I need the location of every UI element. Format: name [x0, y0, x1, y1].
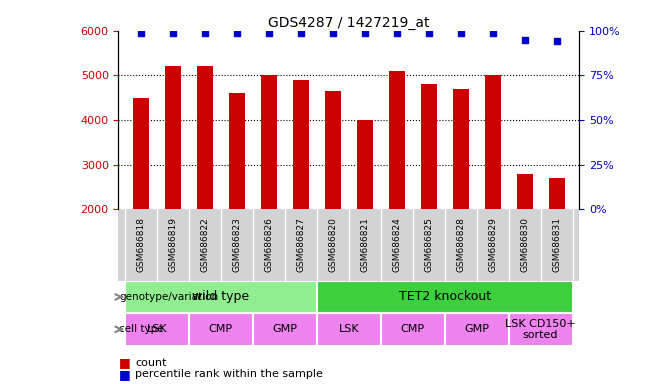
Point: [359, 30, 370, 36]
Bar: [453, 89, 468, 209]
Bar: [549, 178, 565, 209]
Bar: [125, 313, 189, 346]
Bar: [509, 313, 572, 346]
Text: GSM686824: GSM686824: [392, 218, 401, 272]
Text: LSK CD150+
sorted: LSK CD150+ sorted: [505, 319, 576, 340]
Point: [168, 30, 178, 36]
Point: [488, 30, 498, 36]
Bar: [316, 281, 572, 313]
Text: LSK: LSK: [338, 324, 359, 334]
Point: [551, 38, 562, 45]
Point: [392, 30, 402, 36]
Text: GSM686827: GSM686827: [296, 217, 305, 272]
Point: [424, 30, 434, 36]
Text: ■: ■: [118, 356, 130, 369]
Text: TET2 knockout: TET2 knockout: [399, 290, 491, 303]
Text: LSK: LSK: [147, 324, 167, 334]
Bar: [517, 174, 533, 209]
Text: GSM686829: GSM686829: [488, 217, 497, 272]
Text: CMP: CMP: [401, 324, 425, 334]
Text: GSM686821: GSM686821: [360, 217, 369, 272]
Text: GSM686820: GSM686820: [328, 217, 338, 272]
Text: ■: ■: [118, 368, 130, 381]
Title: GDS4287 / 1427219_at: GDS4287 / 1427219_at: [268, 16, 430, 30]
Text: cell type: cell type: [119, 324, 164, 334]
Bar: [445, 313, 509, 346]
Bar: [420, 84, 437, 209]
Point: [136, 30, 146, 36]
Text: GSM686825: GSM686825: [424, 217, 433, 272]
Bar: [485, 75, 501, 209]
Point: [295, 30, 306, 36]
Bar: [357, 120, 372, 209]
Bar: [125, 281, 316, 313]
Text: GSM686828: GSM686828: [456, 217, 465, 272]
Bar: [164, 66, 181, 209]
Point: [455, 30, 466, 36]
Bar: [316, 313, 381, 346]
Point: [199, 30, 210, 36]
Text: GSM686830: GSM686830: [520, 217, 529, 273]
Point: [232, 30, 242, 36]
Text: GSM686819: GSM686819: [168, 217, 177, 273]
Text: GSM686826: GSM686826: [265, 217, 273, 272]
Text: GSM686823: GSM686823: [232, 217, 241, 272]
Bar: [253, 313, 316, 346]
Bar: [293, 80, 309, 209]
Text: count: count: [135, 358, 166, 368]
Bar: [381, 313, 445, 346]
Text: percentile rank within the sample: percentile rank within the sample: [135, 369, 323, 379]
Point: [263, 30, 274, 36]
Bar: [261, 75, 277, 209]
Text: GSM686818: GSM686818: [136, 217, 145, 273]
Text: GSM686831: GSM686831: [552, 217, 561, 273]
Text: genotype/variation: genotype/variation: [119, 292, 218, 302]
Text: wild type: wild type: [192, 290, 249, 303]
Bar: [133, 98, 149, 209]
Text: GSM686822: GSM686822: [200, 218, 209, 272]
Bar: [197, 66, 213, 209]
Bar: [389, 71, 405, 209]
Bar: [229, 93, 245, 209]
Text: GMP: GMP: [272, 324, 297, 334]
Text: CMP: CMP: [209, 324, 233, 334]
Point: [328, 30, 338, 36]
Bar: [325, 91, 341, 209]
Text: GMP: GMP: [464, 324, 489, 334]
Bar: [189, 313, 253, 346]
Point: [519, 36, 530, 43]
